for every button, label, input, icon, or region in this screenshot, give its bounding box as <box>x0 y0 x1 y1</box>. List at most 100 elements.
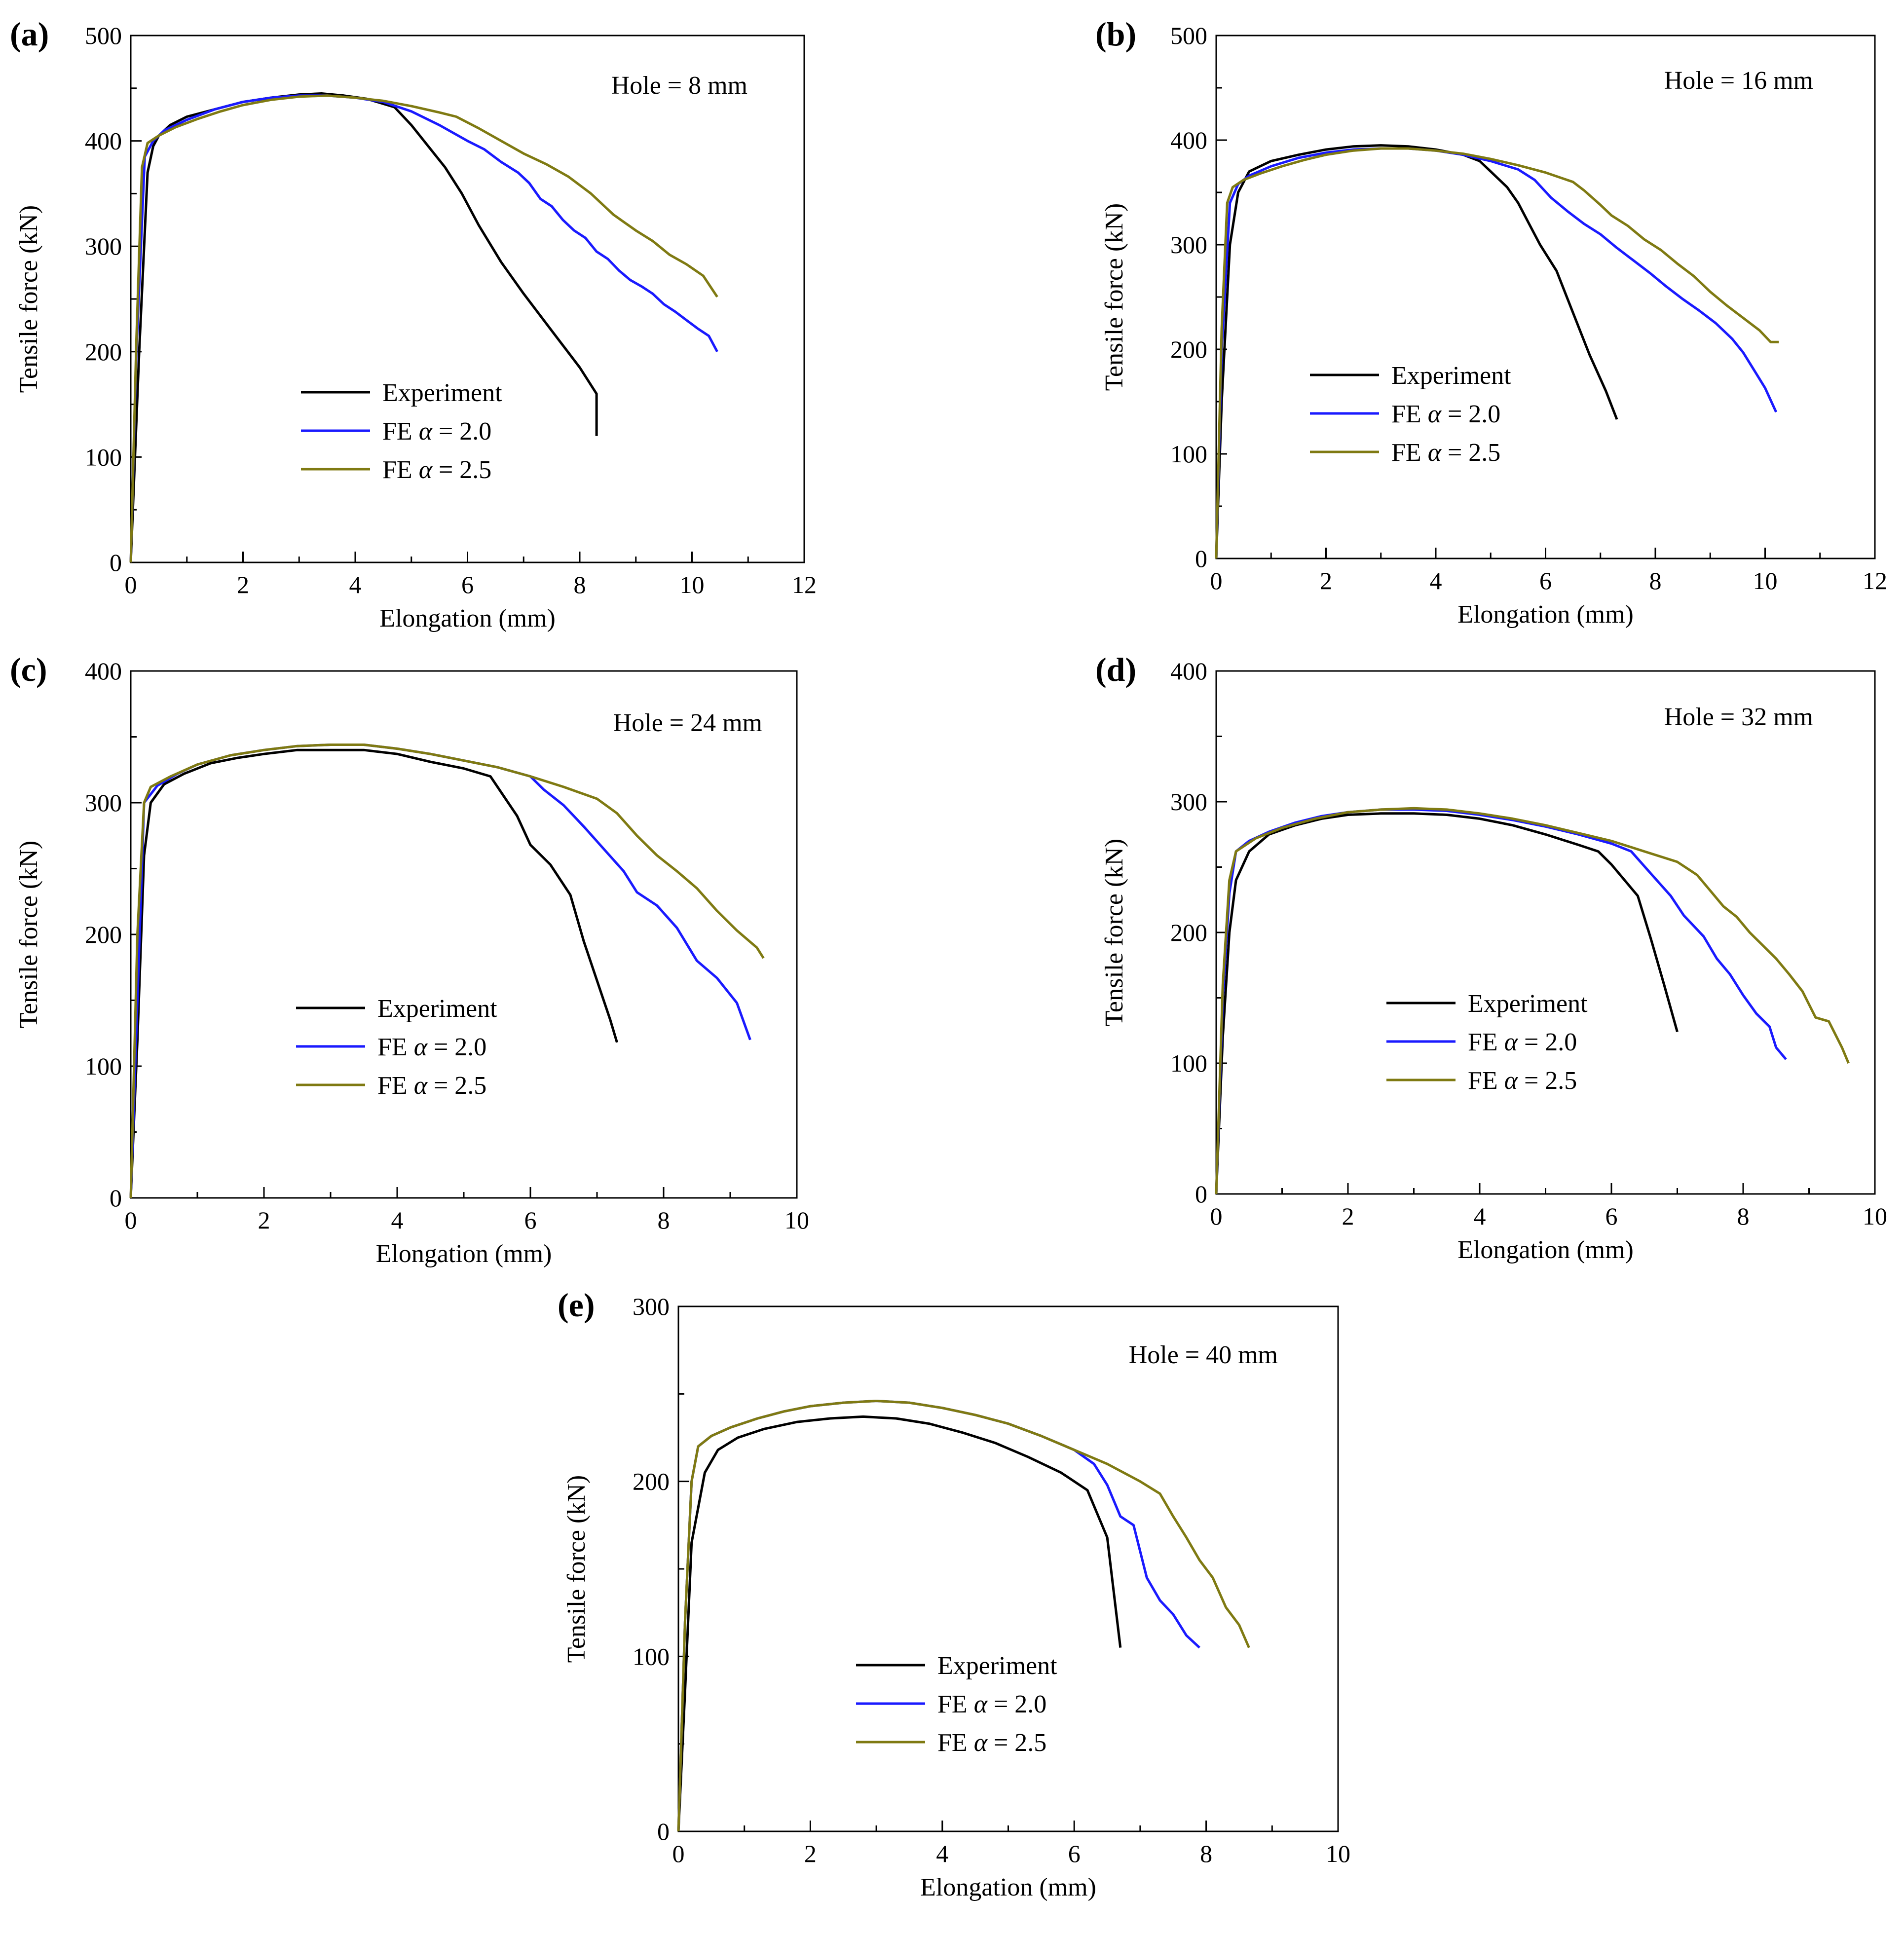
x-axis-label: Elongation (mm) <box>376 1240 552 1268</box>
legend-alpha: α <box>1504 1067 1519 1095</box>
series-line-experiment <box>677 1415 1122 1832</box>
series-line-fe25 <box>129 94 718 563</box>
hole-annotation: Hole = 16 mm <box>1664 67 1813 95</box>
legend-label: FE α = 2.5 <box>382 456 491 484</box>
legend-alpha: α <box>1428 439 1442 467</box>
hole-annotation: Hole = 32 mm <box>1664 703 1813 731</box>
y-axis-label: Tensile force (kN) <box>15 205 43 393</box>
legend-alpha: α <box>414 1072 428 1100</box>
x-tick-label: 12 <box>792 571 817 598</box>
x-tick-label: 10 <box>784 1206 809 1234</box>
legend-fe-prefix: FE <box>377 1072 414 1100</box>
x-tick-label: 10 <box>1863 1202 1887 1230</box>
series-line-fe25 <box>1215 147 1779 559</box>
legend-alpha: α <box>974 1690 988 1718</box>
x-tick-label: 12 <box>1863 567 1887 595</box>
x-tick-label: 0 <box>1210 567 1223 595</box>
legend-fe-prefix: FE <box>382 417 419 446</box>
series-line-experiment <box>129 92 598 563</box>
legend-alpha-value: = 2.5 <box>1518 1067 1577 1095</box>
hole-annotation: Hole = 24 mm <box>613 709 762 737</box>
series-line-fe25 <box>129 744 765 1198</box>
x-axis-label: Elongation (mm) <box>1457 600 1634 629</box>
legend-alpha-value: = 2.0 <box>1441 400 1500 428</box>
legend-alpha: α <box>419 456 433 484</box>
y-tick-label: 400 <box>85 657 122 685</box>
series-line-fe20 <box>129 744 751 1198</box>
x-tick-label: 8 <box>1737 1202 1750 1230</box>
series-line-fe25 <box>677 1400 1250 1832</box>
legend-alpha: α <box>974 1729 988 1757</box>
y-tick-label: 0 <box>110 549 122 576</box>
y-tick-label: 200 <box>1170 335 1207 363</box>
hole-annotation: Hole = 40 mm <box>1129 1341 1278 1369</box>
y-tick-label: 400 <box>1170 126 1207 154</box>
legend-label: Experiment <box>377 995 497 1023</box>
panel-label: (a) <box>10 15 49 53</box>
legend-label: FE α = 2.0 <box>1391 400 1500 428</box>
y-tick-label: 0 <box>1195 545 1207 572</box>
legend-label: FE α = 2.5 <box>377 1072 486 1100</box>
x-tick-label: 8 <box>1200 1840 1212 1867</box>
x-tick-label: 4 <box>349 571 362 598</box>
x-tick-label: 6 <box>461 571 474 598</box>
legend-alpha: α <box>1428 400 1442 428</box>
y-tick-label: 400 <box>85 127 122 155</box>
y-tick-label: 100 <box>633 1642 670 1670</box>
legend-fe-prefix: FE <box>1468 1028 1504 1056</box>
legend-alpha-value: = 2.0 <box>432 417 491 446</box>
x-tick-label: 6 <box>1605 1202 1618 1230</box>
series-line-experiment <box>1215 144 1618 559</box>
legend-fe-prefix: FE <box>382 456 419 484</box>
chart-panel-b: 0 2 4 6 8 10 12 0 100 200 300 400 500 Elongation (mm)… <box>1095 15 1887 629</box>
x-axis-label: Elongation (mm) <box>379 604 556 632</box>
legend-alpha-value: = 2.0 <box>427 1033 486 1061</box>
x-axis-label: Elongation (mm) <box>920 1873 1096 1901</box>
y-axis-label: Tensile force (kN) <box>15 841 43 1028</box>
series-line-fe20 <box>129 94 718 563</box>
x-tick-label: 10 <box>1753 567 1778 595</box>
legend-fe-prefix: FE <box>1468 1067 1504 1095</box>
legend-label: FE α = 2.5 <box>1391 439 1500 467</box>
y-tick-label: 0 <box>1195 1180 1207 1208</box>
x-tick-label: 8 <box>1649 567 1662 595</box>
x-tick-label: 6 <box>524 1206 537 1234</box>
x-tick-label: 4 <box>1474 1202 1486 1230</box>
y-axis-label: Tensile force (kN) <box>1100 203 1128 391</box>
x-tick-label: 2 <box>258 1206 270 1234</box>
y-tick-label: 300 <box>633 1293 670 1320</box>
chart-panel-a: 0 2 4 6 8 10 12 0 100 200 300 400 500 Elongation (mm)… <box>10 15 817 632</box>
legend-alpha-value: = 2.5 <box>1441 439 1500 467</box>
x-tick-label: 4 <box>936 1840 948 1867</box>
y-tick-label: 300 <box>85 789 122 817</box>
y-tick-label: 300 <box>1170 231 1207 259</box>
x-tick-label: 0 <box>125 1206 137 1234</box>
legend-label: Experiment <box>382 379 502 407</box>
legend-label: FE α = 2.5 <box>937 1729 1046 1757</box>
x-tick-label: 10 <box>680 571 705 598</box>
x-tick-label: 2 <box>804 1840 817 1867</box>
panel-label: (e) <box>558 1286 595 1324</box>
legend-fe-prefix: FE <box>377 1033 414 1061</box>
plot-frame <box>1215 670 1876 1195</box>
x-tick-label: 8 <box>574 571 586 598</box>
series-line-fe25 <box>1215 807 1850 1194</box>
series-line-experiment <box>129 748 618 1198</box>
y-tick-label: 200 <box>1170 919 1207 946</box>
legend-alpha: α <box>414 1033 428 1061</box>
legend-alpha-value: = 2.0 <box>1518 1028 1577 1056</box>
x-tick-label: 4 <box>391 1206 404 1234</box>
y-tick-label: 200 <box>85 338 122 366</box>
x-tick-label: 0 <box>1210 1202 1223 1230</box>
y-tick-label: 100 <box>85 1052 122 1080</box>
y-tick-label: 300 <box>1170 788 1207 816</box>
legend-fe-prefix: FE <box>937 1690 974 1718</box>
x-tick-label: 8 <box>658 1206 670 1234</box>
plot-frame <box>130 670 798 1199</box>
y-tick-label: 100 <box>85 443 122 471</box>
series-line-experiment <box>1215 812 1679 1194</box>
